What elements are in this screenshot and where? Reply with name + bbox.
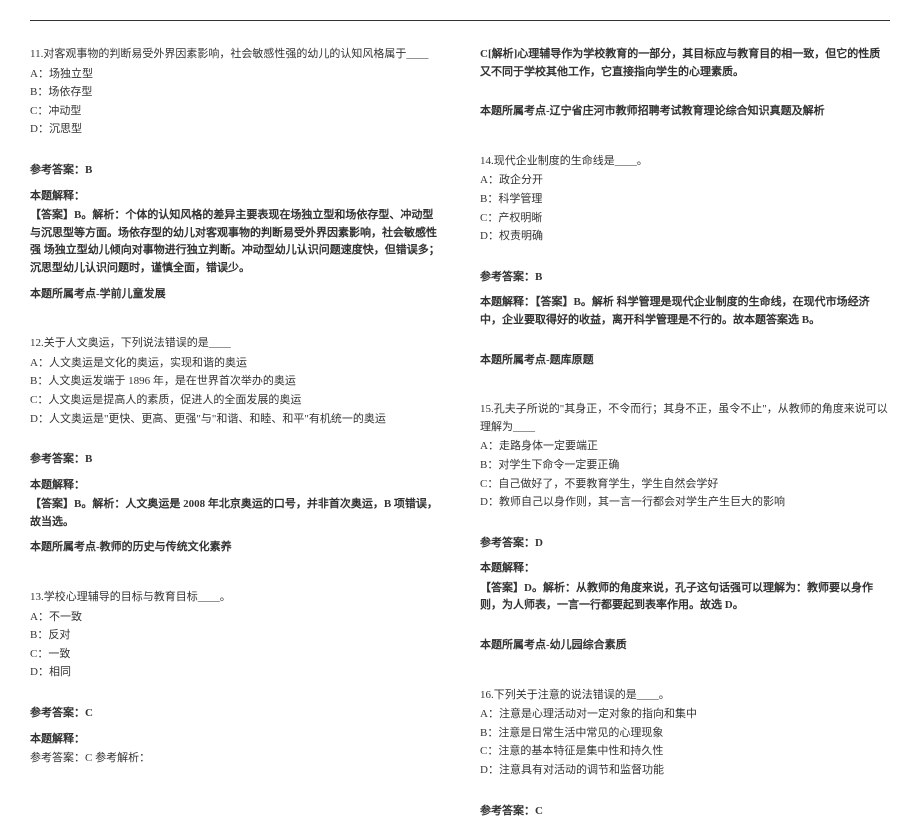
q15-answer: 参考答案：D: [480, 535, 890, 553]
q14-explain: 本题解释：【答案】B。解析 科学管理是现代企业制度的生命线，在现代市场经济中，企…: [480, 294, 890, 329]
q13-stem: 13.学校心理辅导的目标与教育目标____。: [30, 589, 440, 607]
two-column-layout: 11.对客观事物的判断易受外界因素影响，社会敏感性强的幼儿的认知风格属于____…: [30, 46, 890, 838]
q15-topic: 本题所属考点-幼儿园综合素质: [480, 637, 890, 655]
q13-opt-c: C：一致: [30, 646, 440, 664]
q12-stem: 12.关于人文奥运，下列说法错误的是____: [30, 335, 440, 353]
q11-opt-d: D：沉思型: [30, 121, 440, 139]
q12-answer: 参考答案：B: [30, 451, 440, 469]
right-column: C[解析]心理辅导作为学校教育的一部分，其目标应与教育目的相一致，但它的性质又不…: [480, 46, 890, 838]
q11-answer: 参考答案：B: [30, 162, 440, 180]
question-13-cont: C[解析]心理辅导作为学校教育的一部分，其目标应与教育目的相一致，但它的性质又不…: [480, 46, 890, 121]
q14-opt-b: B：科学管理: [480, 191, 890, 209]
q14-opt-c: C：产权明晰: [480, 210, 890, 228]
q11-explain: 【答案】B。解析：个体的认知风格的差异主要表现在场独立型和场依存型、冲动型与沉思…: [30, 207, 440, 277]
q13-cont-topic: 本题所属考点-辽宁省庄河市教师招聘考试教育理论综合知识真题及解析: [480, 103, 890, 121]
question-14: 14.现代企业制度的生命线是____。 A：政企分开 B：科学管理 C：产权明晰…: [480, 153, 890, 369]
q15-opt-c: C：自己做好了，不要教育学生，学生自然会学好: [480, 476, 890, 494]
q13-answer: 参考答案：C: [30, 705, 440, 723]
q13-explain-label: 本题解释：: [30, 731, 440, 749]
q16-opt-c: C：注意的基本特征是集中性和持久性: [480, 743, 890, 761]
q13-cont-explain: C[解析]心理辅导作为学校教育的一部分，其目标应与教育目的相一致，但它的性质又不…: [480, 46, 890, 81]
q16-answer: 参考答案：C: [480, 803, 890, 821]
q12-opt-a: A：人文奥运是文化的奥运，实现和谐的奥运: [30, 355, 440, 373]
q13-explain: 参考答案：C 参考解析：: [30, 750, 440, 768]
question-16: 16.下列关于注意的说法错误的是____。 A：注意是心理活动对一定对象的指向和…: [480, 687, 890, 821]
q12-opt-b: B：人文奥运发端于 1896 年，是在世界首次举办的奥运: [30, 373, 440, 391]
q14-opt-d: D：权责明确: [480, 228, 890, 246]
q14-topic: 本题所属考点-题库原题: [480, 352, 890, 370]
q15-explain: 【答案】D。解析：从教师的角度来说，孔子这句话强可以理解为：教师要以身作则，为人…: [480, 580, 890, 615]
q11-explain-label: 本题解释：: [30, 188, 440, 206]
q14-stem: 14.现代企业制度的生命线是____。: [480, 153, 890, 171]
question-15: 15.孔夫子所说的"其身正，不令而行；其身不正，虽令不止"，从教师的角度来说可以…: [480, 401, 890, 655]
q14-opt-a: A：政企分开: [480, 172, 890, 190]
q16-opt-a: A：注意是心理活动对一定对象的指向和集中: [480, 706, 890, 724]
question-11: 11.对客观事物的判断易受外界因素影响，社会敏感性强的幼儿的认知风格属于____…: [30, 46, 440, 303]
q11-stem: 11.对客观事物的判断易受外界因素影响，社会敏感性强的幼儿的认知风格属于____: [30, 46, 440, 64]
q15-opt-d: D：教师自己以身作则，其一言一行都会对学生产生巨大的影响: [480, 494, 890, 512]
q16-opt-d: D：注意具有对活动的调节和监督功能: [480, 762, 890, 780]
question-13: 13.学校心理辅导的目标与教育目标____。 A：不一致 B：反对 C：一致 D…: [30, 589, 440, 768]
q11-topic: 本题所属考点-学前儿童发展: [30, 286, 440, 304]
q13-opt-d: D：相同: [30, 664, 440, 682]
q13-opt-a: A：不一致: [30, 609, 440, 627]
q15-opt-b: B：对学生下命令一定要正确: [480, 457, 890, 475]
q11-opt-b: B：场依存型: [30, 84, 440, 102]
q12-explain-label: 本题解释：: [30, 477, 440, 495]
q15-opt-a: A：走路身体一定要端正: [480, 438, 890, 456]
q12-opt-c: C：人文奥运是提高人的素质，促进人的全面发展的奥运: [30, 392, 440, 410]
q11-opt-a: A：场独立型: [30, 66, 440, 84]
q15-explain-label: 本题解释：: [480, 560, 890, 578]
question-12: 12.关于人文奥运，下列说法错误的是____ A：人文奥运是文化的奥运，实现和谐…: [30, 335, 440, 557]
q14-answer: 参考答案：B: [480, 269, 890, 287]
left-column: 11.对客观事物的判断易受外界因素影响，社会敏感性强的幼儿的认知风格属于____…: [30, 46, 440, 838]
q12-opt-d: D：人文奥运是"更快、更高、更强"与"和谐、和睦、和平"有机统一的奥运: [30, 411, 440, 429]
q15-stem: 15.孔夫子所说的"其身正，不令而行；其身不正，虽令不止"，从教师的角度来说可以…: [480, 401, 890, 436]
q16-stem: 16.下列关于注意的说法错误的是____。: [480, 687, 890, 705]
top-rule: [30, 20, 890, 21]
q12-explain: 【答案】B。解析：人文奥运是 2008 年北京奥运的口号，并非首次奥运，B 项错…: [30, 496, 440, 531]
q16-opt-b: B：注意是日常生活中常见的心理现象: [480, 725, 890, 743]
q11-opt-c: C：冲动型: [30, 103, 440, 121]
q13-opt-b: B：反对: [30, 627, 440, 645]
q12-topic: 本题所属考点-教师的历史与传统文化素养: [30, 539, 440, 557]
